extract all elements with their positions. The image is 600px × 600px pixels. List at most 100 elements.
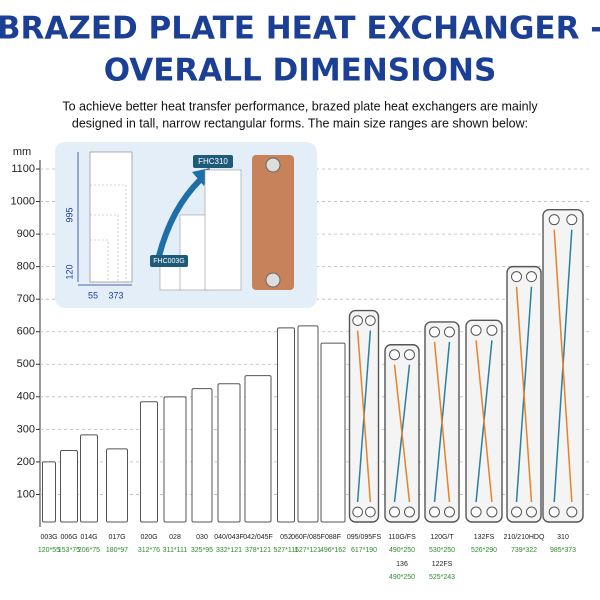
plate-port xyxy=(365,506,376,518)
plate-port xyxy=(548,506,560,518)
inset-tag xyxy=(150,255,188,267)
inset-height-large: 995 xyxy=(64,207,74,222)
bar xyxy=(191,388,213,523)
x-tick-label: 042/045F xyxy=(243,534,273,541)
x-tick-label: 088F xyxy=(325,534,341,541)
subtitle-line-1: To achieve better heat transfer performa… xyxy=(62,99,538,113)
secondary-label: 122FS xyxy=(432,561,453,568)
inset-width-large: 373 xyxy=(108,290,123,300)
dimension-label: 311*111 xyxy=(163,547,188,554)
dimension-label: 378*121 xyxy=(245,547,271,554)
y-tick-label: 500 xyxy=(17,358,35,370)
dimension-label: 120*55 xyxy=(38,547,60,554)
dimension-label: 490*250 xyxy=(389,547,415,554)
x-tick-label: 095/095FS xyxy=(347,534,382,541)
inset-height-small: 120 xyxy=(64,264,74,279)
secondary-label: 136 xyxy=(396,561,408,568)
dimension-label: 530*250 xyxy=(429,547,455,554)
inset-plate-outline xyxy=(89,239,109,283)
y-tick-label: 1100 xyxy=(11,163,35,175)
flow-arrow xyxy=(356,330,372,503)
inset-plate xyxy=(179,214,209,291)
inset-tag xyxy=(193,155,233,168)
plate-port xyxy=(525,271,537,283)
plate-port xyxy=(352,506,363,518)
plate-port xyxy=(548,214,560,226)
x-tick-label: 020G xyxy=(140,534,157,541)
dimension-label: 206*75 xyxy=(78,547,100,554)
x-tick-label: 052 xyxy=(280,534,292,541)
inset-plate xyxy=(204,169,242,291)
inset-port xyxy=(265,272,281,288)
y-tick-label: 900 xyxy=(17,228,35,240)
x-tick-label: 014G xyxy=(80,534,97,541)
bar xyxy=(217,383,241,523)
x-tick-label: 030 xyxy=(196,534,208,541)
y-tick-label: 300 xyxy=(17,423,35,435)
y-tick-label: 600 xyxy=(17,326,35,338)
bar xyxy=(320,342,346,523)
inset-tag-large: FHC310 xyxy=(198,157,228,166)
dimension-label: 526*290 xyxy=(471,547,497,554)
bar xyxy=(163,396,187,523)
y-tick-label: 100 xyxy=(17,488,35,500)
x-tick-label: 310 xyxy=(557,534,569,541)
x-tick-label: 028 xyxy=(169,534,181,541)
flow-arrow xyxy=(433,341,451,503)
plate-port xyxy=(470,506,482,518)
plate-port xyxy=(352,315,363,326)
y-axis-unit: mm xyxy=(13,146,31,158)
bar xyxy=(297,325,319,523)
secondary-dimension: 525*243 xyxy=(429,574,455,581)
plate-port xyxy=(443,326,455,338)
flow-arrow xyxy=(475,340,493,503)
plate-port xyxy=(470,324,482,336)
plate-port xyxy=(566,506,578,518)
subtitle-line-2: designed in tall, narrow rectangular for… xyxy=(72,116,528,130)
x-tick-label: 110G/FS xyxy=(388,534,416,541)
dimension-label: 496*162 xyxy=(320,547,346,554)
inset-plate-outline xyxy=(89,151,133,283)
plate-port xyxy=(443,506,455,518)
plate-port xyxy=(486,324,498,336)
plate-port xyxy=(429,506,441,518)
bar xyxy=(80,434,98,523)
plate-port xyxy=(511,271,523,283)
x-tick-label: 006G xyxy=(60,534,77,541)
inset-copper-plate xyxy=(252,155,294,290)
dimension-label: 527*121 xyxy=(295,547,321,554)
bar xyxy=(277,327,295,523)
bar xyxy=(140,401,158,523)
title-line-1: BRAZED PLATE HEAT EXCHANGER - xyxy=(0,11,600,47)
dimension-label: 332*121 xyxy=(216,547,242,554)
x-tick-label: 040/043F xyxy=(214,534,244,541)
inset-arrow xyxy=(155,177,203,261)
plate-port xyxy=(365,315,376,326)
y-tick-label: 400 xyxy=(17,391,35,403)
dimension-label: 617*190 xyxy=(351,547,377,554)
title-line-2: OVERALL DIMENSIONS xyxy=(104,53,497,89)
plate-port xyxy=(486,506,498,518)
y-tick-label: 200 xyxy=(17,456,35,468)
x-tick-label: 132FS xyxy=(474,534,495,541)
plate-port xyxy=(389,506,401,518)
x-tick-label: 003G xyxy=(40,534,57,541)
bar xyxy=(42,461,56,523)
plate-port xyxy=(525,506,537,518)
x-tick-label: 060F/085F xyxy=(291,534,325,541)
y-tick-label: 700 xyxy=(17,293,35,305)
plate-port xyxy=(566,214,578,226)
flow-arrow xyxy=(553,229,573,503)
bar xyxy=(106,448,128,523)
bar xyxy=(60,450,78,523)
plate-port xyxy=(389,349,401,361)
dimension-label: 325*95 xyxy=(191,547,213,554)
plate-port xyxy=(511,506,523,518)
y-tick-label: 800 xyxy=(17,261,35,273)
x-tick-label: 017G xyxy=(108,534,125,541)
dimension-label: 180*97 xyxy=(106,547,128,554)
x-tick-label: 210/210HDQ xyxy=(504,534,545,541)
secondary-dimension: 490*250 xyxy=(389,574,415,581)
dimension-label: 739*322 xyxy=(511,547,537,554)
